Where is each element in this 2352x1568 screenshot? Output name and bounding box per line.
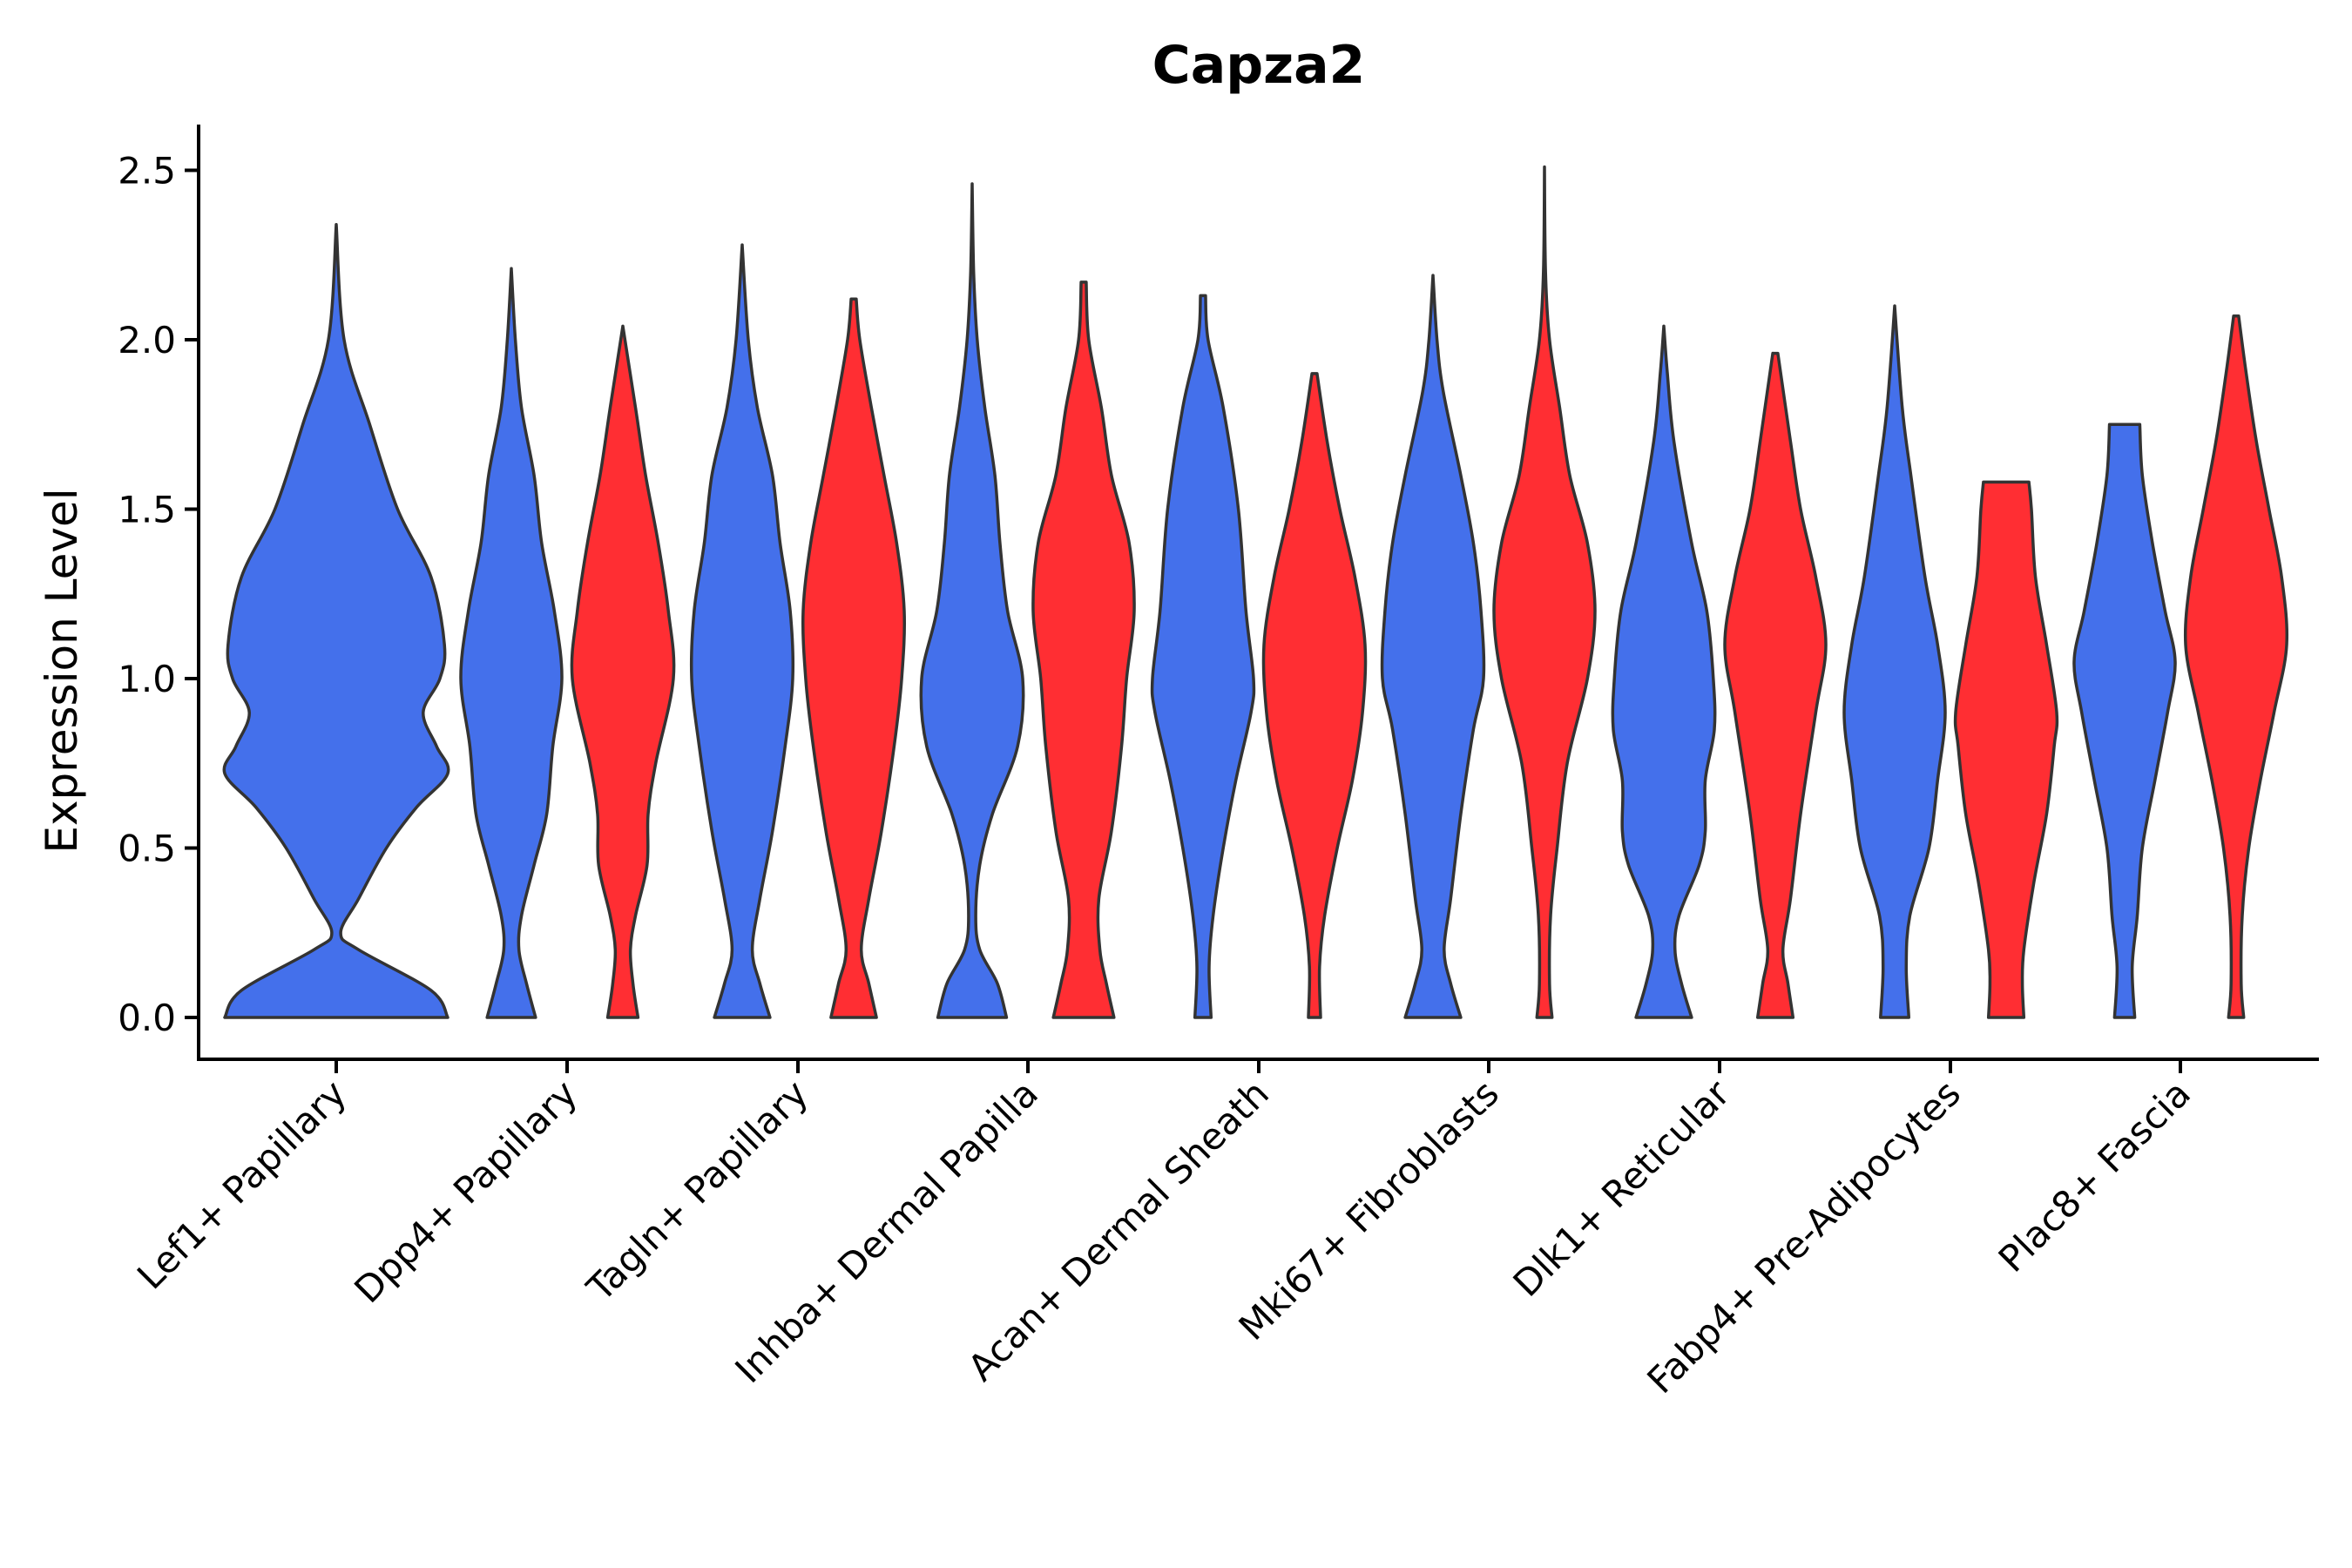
y-tick-label: 2.5 bbox=[118, 150, 176, 193]
violin-dpp4-papillary-group-red bbox=[570, 324, 676, 1019]
violin-plac8-fascia-group-blue bbox=[2072, 422, 2177, 1019]
y-tick-label: 1.0 bbox=[118, 658, 176, 700]
y-axis-label: Expression Level bbox=[37, 488, 87, 853]
violin-acan-dermal-sheath-group-red bbox=[1261, 372, 1368, 1019]
violin-tagln-papillary-group-blue bbox=[689, 243, 795, 1019]
violin-inhba-dermal-papilla-group-blue bbox=[919, 182, 1025, 1019]
x-tick-label-dlk1-reticular: Dlk1+ Reticular bbox=[1505, 1071, 1739, 1305]
x-tick-label-lef1-papillary: Lef1+ Papillary bbox=[129, 1071, 355, 1297]
violin-tagln-papillary-group-red bbox=[801, 297, 907, 1019]
violin-acan-dermal-sheath-group-blue bbox=[1150, 294, 1256, 1019]
y-axis-ticks: 0.0 0.5 1.0 1.5 2.0 2.5 bbox=[118, 150, 199, 1039]
violin-dlk1-reticular-group-blue bbox=[1611, 324, 1717, 1019]
y-tick-label: 2.0 bbox=[118, 319, 176, 362]
x-tick-label-mki67-fibroblasts: Mki67+ Fibroblasts bbox=[1231, 1071, 1507, 1348]
chart-title: Capza2 bbox=[1152, 35, 1366, 96]
violin-plac8-fascia-group-red bbox=[2183, 314, 2289, 1019]
violin-dlk1-reticular-group-red bbox=[1723, 351, 1828, 1019]
violin-mki67-fibroblasts-group-red bbox=[1492, 165, 1597, 1019]
y-tick-label: 1.5 bbox=[118, 489, 176, 531]
violin-fabp4-pre-adipocytes-group-red bbox=[1953, 480, 2059, 1019]
y-tick-label: 0.5 bbox=[118, 828, 176, 870]
violin-inhba-dermal-papilla-group-red bbox=[1031, 280, 1136, 1019]
x-tick-label-dpp4-papillary: Dpp4+ Papillary bbox=[346, 1071, 585, 1311]
violin-lef1-papillary-group-blue bbox=[222, 222, 450, 1019]
x-tick-label-plac8-fascia: Plac8+ Fascia bbox=[1990, 1071, 2199, 1280]
violin-dpp4-papillary-group-blue bbox=[459, 267, 564, 1019]
y-tick-label: 0.0 bbox=[118, 997, 176, 1039]
violin-layer bbox=[222, 165, 2289, 1019]
violin-mki67-fibroblasts-group-blue bbox=[1380, 274, 1486, 1019]
violin-fabp4-pre-adipocytes-group-blue bbox=[1842, 304, 1947, 1019]
x-tick-label-tagln-papillary: Tagln+ Papillary bbox=[578, 1071, 816, 1309]
